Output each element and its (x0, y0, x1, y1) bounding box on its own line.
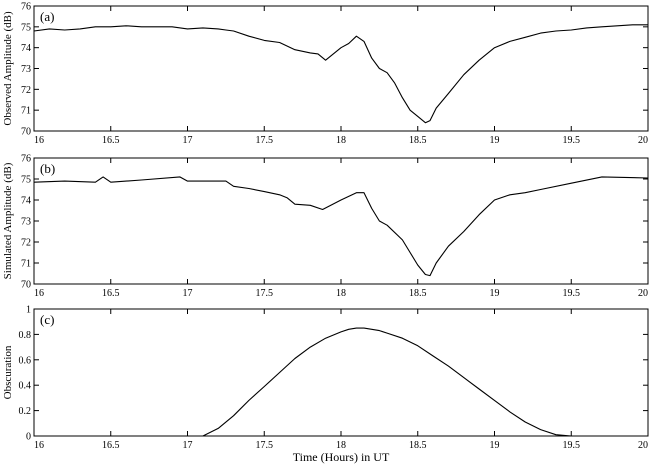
panel-b: 16 16.5 17 17.5 18 18.5 19 19.5 20 70 71 72 73 74 75 76… (2, 154, 649, 299)
x-tick-label: 17.5 (256, 288, 274, 299)
x-tick-label: 16 (34, 440, 44, 451)
panel-label: (c) (40, 312, 54, 327)
x-tick-label: 18.5 (409, 135, 427, 146)
y-tick-label: 71 (21, 106, 31, 117)
y-tick-label: 0.6 (19, 355, 32, 366)
y-tick-label: 75 (21, 175, 31, 186)
x-tick-label: 17 (183, 135, 193, 146)
x-tick-label: 18 (336, 135, 346, 146)
x-tick-label: 18 (336, 440, 346, 451)
x-tick-label: 20 (638, 440, 648, 451)
x-tick-label: 18.5 (409, 288, 427, 299)
x-tick-label: 20 (638, 135, 648, 146)
x-tick-label: 17 (183, 440, 193, 451)
x-tick-label: 19.5 (563, 135, 581, 146)
y-tick-label: 74 (21, 43, 31, 54)
x-axis-label: Time (Hours) in UT (293, 450, 390, 464)
x-tick-label: 16.5 (102, 288, 120, 299)
y-tick-label: 0 (26, 432, 31, 443)
y-tick-label: 73 (21, 64, 31, 75)
y-tick-label: 0.4 (19, 381, 32, 392)
x-tick-label: 16 (34, 288, 44, 299)
y-tick-label: 71 (21, 259, 31, 270)
y-tick-label: 75 (21, 22, 31, 33)
y-tick-label: 74 (21, 196, 31, 207)
x-tick-label: 18.5 (409, 440, 427, 451)
y-tick-label: 76 (21, 2, 31, 13)
y-tick-label: 72 (21, 85, 31, 96)
x-tick-label: 19.5 (563, 288, 581, 299)
x-tick-label: 17.5 (256, 135, 274, 146)
x-tick-label: 17 (183, 288, 193, 299)
x-tick-label: 19 (490, 135, 500, 146)
y-tick-label: 70 (21, 280, 31, 291)
series-line-1 (33, 176, 649, 277)
plot-frame (33, 5, 649, 132)
y-axis-label: Simulated Amplitude (dB) (2, 162, 14, 279)
y-tick-label: 1 (26, 305, 31, 316)
x-tick-label: 16.5 (102, 135, 120, 146)
plot-frame (33, 157, 649, 285)
x-tick-label: 19 (490, 440, 500, 451)
plot-frame (33, 308, 649, 437)
panel-a: 16 16.5 17 17.5 18 18.5 19 19.5 20 70 71 72 73 74 75 76… (2, 2, 649, 146)
y-tick-label: 72 (21, 238, 31, 249)
x-tick-label: 20 (638, 288, 648, 299)
panel-label: (b) (40, 161, 55, 176)
panel-label: (a) (40, 9, 54, 24)
y-tick-label: 0.8 (19, 330, 32, 341)
y-tick-label: 73 (21, 217, 31, 228)
panel-c: 16 16.5 17 17.5 18 18.5 19 19.5 20 0 0.2 0.4 0.6 0.8 1… (2, 305, 649, 451)
x-tick-label: 16.5 (102, 440, 120, 451)
series-line-1 (202, 327, 572, 437)
y-tick-label: 0.2 (19, 406, 32, 417)
chart-panels: 16 16.5 17 17.5 18 18.5 19 19.5 20 70 71 72 73 74 75 76… (2, 2, 649, 451)
x-tick-label: 16 (34, 135, 44, 146)
x-tick-label: 19.5 (563, 440, 581, 451)
y-axis-label: Observed Amplitude (dB) (2, 11, 14, 126)
series-line-1 (33, 24, 648, 124)
x-tick-label: 18 (336, 288, 346, 299)
y-tick-label: 76 (21, 154, 31, 165)
x-tick-label: 17.5 (256, 440, 274, 451)
y-tick-label: 70 (21, 127, 31, 138)
x-tick-label: 19 (490, 288, 500, 299)
y-axis-label: Obscuration (2, 345, 14, 399)
